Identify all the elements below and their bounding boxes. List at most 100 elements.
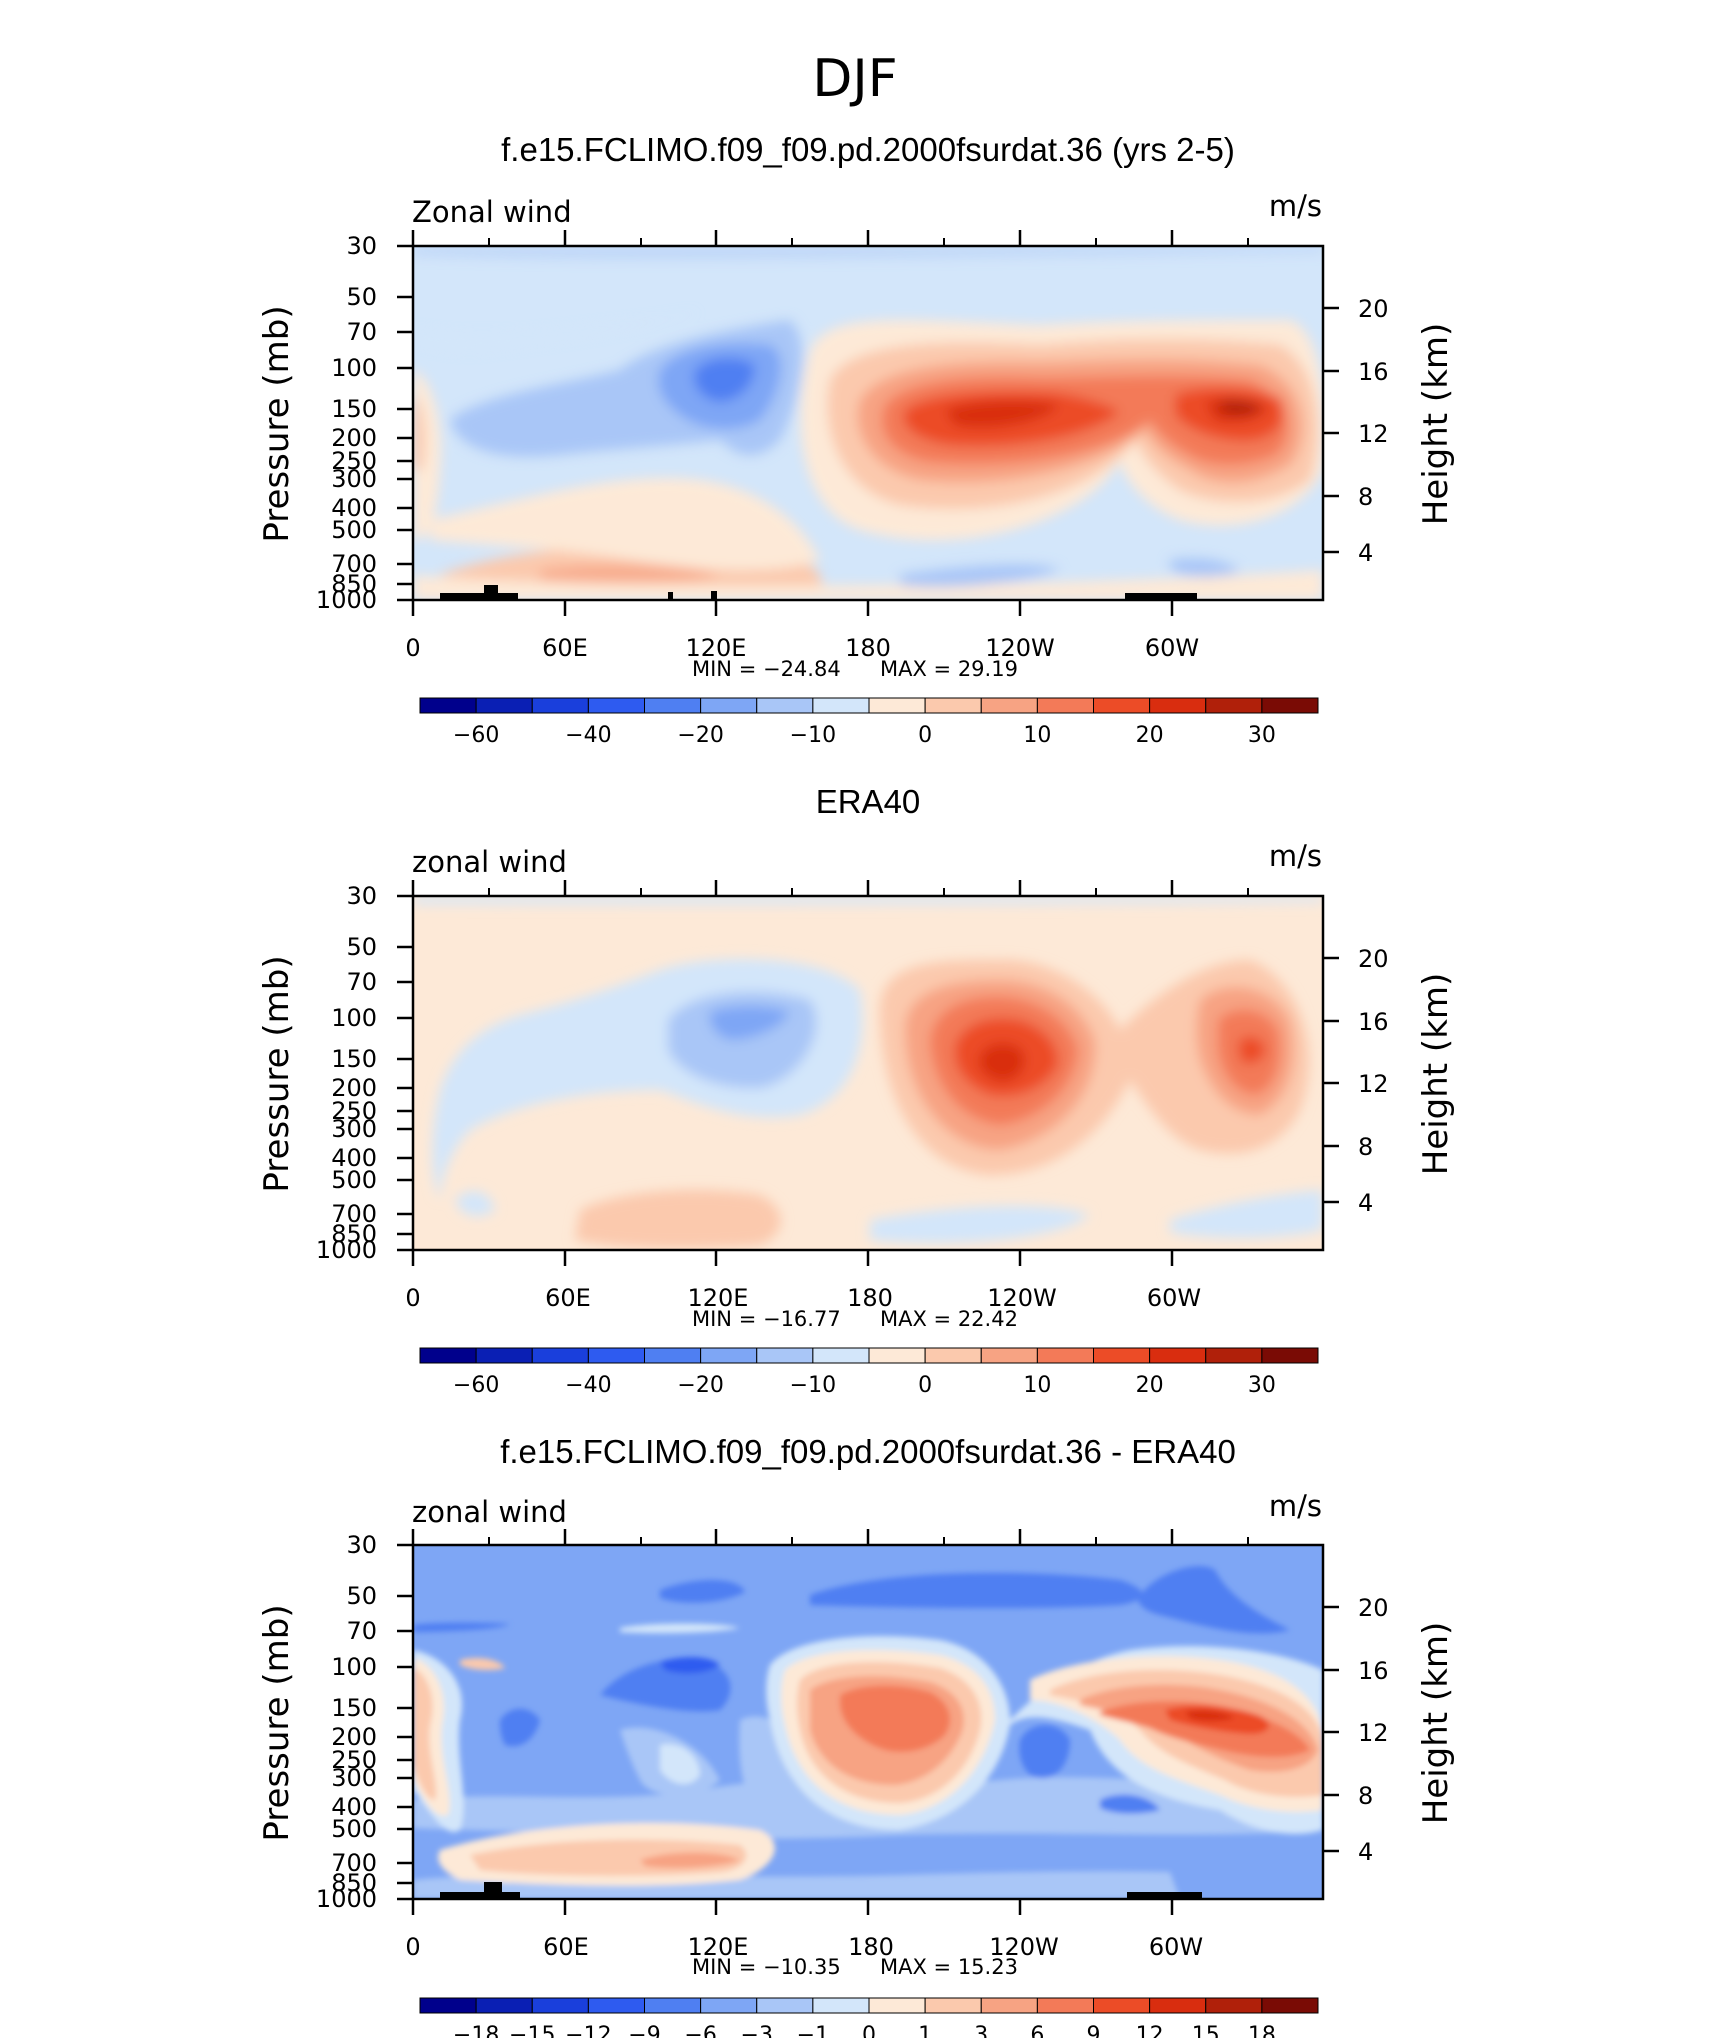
height-tick: 12 (1358, 420, 1389, 448)
pressure-tick: 700 (331, 1200, 377, 1228)
height-tick-labels: 20 16 12 8 4 (1358, 945, 1389, 1217)
pressure-tick: 150 (331, 1694, 377, 1722)
pressure-tick: 500 (331, 516, 377, 544)
lon-tick: 60W (1147, 1284, 1201, 1312)
pressure-tick: 200 (331, 424, 377, 452)
colorbar-label: 10 (1023, 723, 1051, 748)
colorbar-label: −12 (565, 2023, 611, 2038)
height-tick: 16 (1358, 1008, 1389, 1036)
left-axis-label: Pressure (mb) (257, 305, 297, 542)
colorbar-label: 30 (1248, 723, 1276, 748)
panel-title: ERA40 (816, 783, 921, 820)
colorbar-label: −15 (509, 2023, 555, 2038)
pressure-tick: 400 (331, 494, 377, 522)
colorbar-swatch (868, 697, 926, 714)
colorbar-swatch (812, 1347, 870, 1364)
min-label: MIN = −16.77 (692, 1307, 841, 1331)
height-tick: 20 (1358, 1594, 1389, 1622)
colorbar-swatch (980, 1997, 1038, 2014)
panel-era40: ERA40 zonal wind m/s (257, 783, 1456, 1398)
pressure-tick: 400 (331, 1793, 377, 1821)
pressure-tick: 200 (331, 1723, 377, 1751)
pressure-tick: 150 (331, 395, 377, 423)
lon-tick-labels: 0 60E 120E 180 120W 60W (405, 1933, 1203, 1961)
pressure-tick: 30 (346, 232, 377, 260)
colorbar-swatch (924, 697, 982, 714)
pressure-tick: 100 (331, 1653, 377, 1681)
max-label: MAX = 22.42 (880, 1307, 1018, 1331)
pressure-tick: 200 (331, 1074, 377, 1102)
height-tick: 8 (1358, 1133, 1373, 1161)
colorbar-labels: −60 −40 −20 −10 0 10 20 30 (453, 1373, 1276, 1398)
pressure-tick: 1000 (316, 586, 377, 614)
height-tick: 16 (1358, 358, 1389, 386)
left-axis-label: Pressure (mb) (257, 955, 297, 1192)
lon-tick: 0 (405, 1933, 420, 1961)
colorbar-swatch (475, 697, 533, 714)
axes: 30 50 70 100 150 200 250 300 400 500 700… (257, 230, 1456, 662)
lon-tick: 120E (686, 634, 747, 662)
colorbar-label: −18 (453, 2023, 499, 2038)
height-tick-labels: 20 16 12 8 4 (1358, 295, 1389, 567)
pressure-tick: 500 (331, 1166, 377, 1194)
lon-tick: 180 (847, 1284, 893, 1312)
lon-tick: 120W (987, 1284, 1057, 1312)
colorbar-swatch (587, 1347, 645, 1364)
pressure-tick: 150 (331, 1045, 377, 1073)
colorbar-swatch (868, 1347, 926, 1364)
colorbar-label: −40 (565, 723, 611, 748)
colorbar-swatch (1205, 1347, 1263, 1364)
pressure-tick: 400 (331, 1144, 377, 1172)
lon-tick: 60W (1149, 1933, 1203, 1961)
colorbar (419, 1997, 1319, 2014)
max-label: MAX = 29.19 (880, 657, 1018, 681)
lon-tick: 0 (405, 1284, 420, 1312)
axes: 30 50 70 100 150 200 250 300 400 500 700… (257, 1529, 1456, 1961)
lon-tick: 60E (545, 1284, 591, 1312)
panel-model: f.e15.FCLIMO.f09_f09.pd.2000fsurdat.36 (… (257, 131, 1456, 748)
colorbar-swatch (419, 697, 477, 714)
pressure-ticks (397, 244, 413, 602)
pressure-tick: 700 (331, 550, 377, 578)
left-axis-label: Pressure (mb) (257, 1604, 297, 1841)
colorbar (419, 1347, 1319, 1364)
colorbar-label: −10 (790, 723, 836, 748)
lon-tick: 120E (688, 1284, 749, 1312)
colorbar-swatch (1036, 697, 1094, 714)
right-axis-label: Height (km) (1416, 323, 1456, 526)
units-label: m/s (1269, 839, 1322, 873)
colorbar-label: 20 (1136, 1373, 1164, 1398)
colorbar (419, 697, 1319, 714)
colorbar-label: 20 (1136, 723, 1164, 748)
colorbar-label: 10 (1023, 1373, 1051, 1398)
colorbar-swatch (531, 697, 589, 714)
height-ticks (1323, 956, 1339, 1204)
lon-tick: 120W (985, 634, 1055, 662)
colorbar-label: −9 (628, 2023, 660, 2038)
colorbar-swatch (1149, 697, 1207, 714)
height-tick: 12 (1358, 1719, 1389, 1747)
colorbar-swatch (1093, 697, 1151, 714)
pressure-tick: 70 (346, 968, 377, 996)
colorbar-swatch (587, 1997, 645, 2014)
pressure-tick: 1000 (316, 1236, 377, 1264)
panel-title: f.e15.FCLIMO.f09_f09.pd.2000fsurdat.36 (… (501, 131, 1235, 168)
height-tick: 4 (1358, 539, 1373, 567)
pressure-tick: 100 (331, 1004, 377, 1032)
pressure-tick: 70 (346, 318, 377, 346)
colorbar-swatch (419, 1347, 477, 1364)
height-tick: 8 (1358, 483, 1373, 511)
height-tick-labels: 20 16 12 8 4 (1358, 1594, 1389, 1866)
contour-field (413, 896, 1323, 1250)
colorbar-label: 0 (918, 1373, 932, 1398)
colorbar-label: −40 (565, 1373, 611, 1398)
colorbar-swatch (1149, 1347, 1207, 1364)
height-tick: 12 (1358, 1070, 1389, 1098)
pressure-tick: 500 (331, 1815, 377, 1843)
lon-major-ticks (411, 880, 1249, 1266)
pressure-tick: 250 (331, 447, 377, 475)
colorbar-swatch (1149, 1997, 1207, 2014)
lon-tick: 180 (845, 634, 891, 662)
colorbar-label: 15 (1192, 2023, 1220, 2038)
